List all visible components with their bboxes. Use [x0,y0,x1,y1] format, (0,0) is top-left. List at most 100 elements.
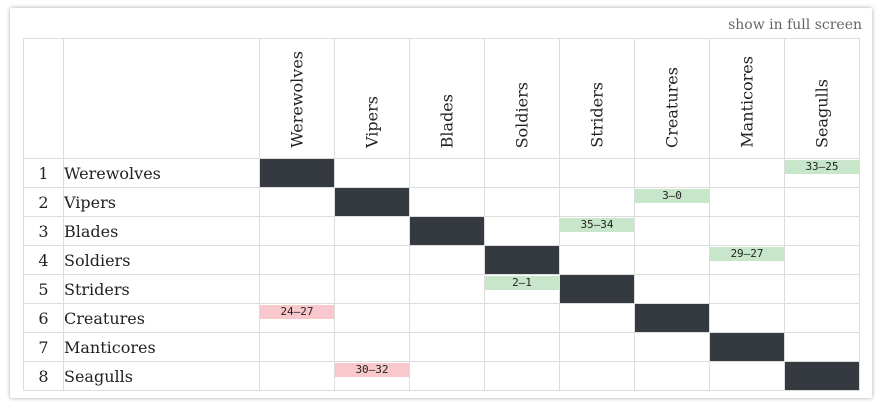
result-cell [709,216,785,246]
table-row: 4 Soldiers 29–27 [23,245,860,275]
column-header: Creatures [634,38,710,159]
result-cell [334,158,410,188]
row-number: 1 [23,158,64,188]
result-cell [334,274,410,304]
self-match-cell [784,361,860,391]
result-cell [484,361,560,391]
row-number: 3 [23,216,64,246]
result-cell [559,303,635,333]
column-header: Soldiers [484,38,560,159]
result-cell: 35–34 [559,216,635,246]
table-row: 2 Vipers 3–0 [23,187,860,217]
result-cell [259,187,335,217]
column-header-label: Vipers [362,96,382,148]
results-grid: Werewolves Vipers Blades Soldiers Stride… [23,38,860,391]
result-cell [784,187,860,217]
show-full-screen-link[interactable]: show in full screen [728,17,862,33]
result-cell [409,361,485,391]
row-team-name: Vipers [63,187,260,217]
score-badge: 2–1 [485,276,559,290]
table-row: 6 Creatures 24–27 [23,303,860,333]
row-number: 6 [23,303,64,333]
result-cell [259,216,335,246]
result-cell [634,332,710,362]
result-cell [409,303,485,333]
result-cell: 3–0 [634,187,710,217]
result-cell [784,274,860,304]
row-number: 4 [23,245,64,275]
result-cell: 33–25 [784,158,860,188]
result-cell [259,245,335,275]
result-cell [559,187,635,217]
row-team-name: Creatures [63,303,260,333]
result-cell [334,216,410,246]
result-cell [559,245,635,275]
result-cell: 29–27 [709,245,785,275]
result-cell [334,303,410,333]
column-header: Blades [409,38,485,159]
row-team-name: Seagulls [63,361,260,391]
self-match-cell [484,245,560,275]
score-badge: 33–25 [785,160,859,174]
result-cell: 30–32 [334,361,410,391]
column-header: Vipers [334,38,410,159]
score-badge: 29–27 [710,247,784,261]
result-cell [559,332,635,362]
column-header: Werewolves [259,38,335,159]
column-header-label: Blades [437,93,457,148]
result-cell [709,303,785,333]
row-team-name: Striders [63,274,260,304]
row-team-name: Manticores [63,332,260,362]
result-cell [559,158,635,188]
table-row: 7 Manticores [23,332,860,362]
result-cell [409,274,485,304]
self-match-cell [559,274,635,304]
self-match-cell [334,187,410,217]
result-cell [709,274,785,304]
result-cell [484,216,560,246]
results-matrix-card: show in full screen Werewolves Vipers Bl… [10,8,872,398]
row-number: 7 [23,332,64,362]
column-header-label: Striders [587,82,607,148]
result-cell [409,158,485,188]
result-cell [784,303,860,333]
score-badge: 35–34 [560,218,634,232]
column-header-label: Manticores [737,56,757,148]
result-cell [634,245,710,275]
result-cell [709,187,785,217]
result-cell [259,332,335,362]
result-cell: 24–27 [259,303,335,333]
table-row: 3 Blades 35–34 [23,216,860,246]
table-row: 8 Seagulls 30–32 [23,361,860,391]
row-team-name: Blades [63,216,260,246]
row-team-name: Werewolves [63,158,260,188]
result-cell [484,187,560,217]
column-header-label: Soldiers [512,81,532,148]
self-match-cell [634,303,710,333]
result-cell [634,158,710,188]
column-header-label: Seagulls [812,79,832,148]
self-match-cell [409,216,485,246]
row-number: 2 [23,187,64,217]
score-badge: 3–0 [635,189,709,203]
self-match-cell [259,158,335,188]
header-row: Werewolves Vipers Blades Soldiers Stride… [23,38,860,159]
result-cell [784,216,860,246]
table-row: 5 Striders 2–1 [23,274,860,304]
result-cell [334,332,410,362]
header-blank-name [63,38,260,159]
row-number: 8 [23,361,64,391]
row-number: 5 [23,274,64,304]
result-cell [484,158,560,188]
result-cell [784,245,860,275]
table-row: 1 Werewolves 33–25 [23,158,860,188]
result-cell [409,332,485,362]
score-badge: 30–32 [335,363,409,377]
result-cell [334,245,410,275]
result-cell [484,303,560,333]
result-cell [709,361,785,391]
result-cell [559,361,635,391]
result-cell [634,274,710,304]
result-cell: 2–1 [484,274,560,304]
row-team-name: Soldiers [63,245,260,275]
